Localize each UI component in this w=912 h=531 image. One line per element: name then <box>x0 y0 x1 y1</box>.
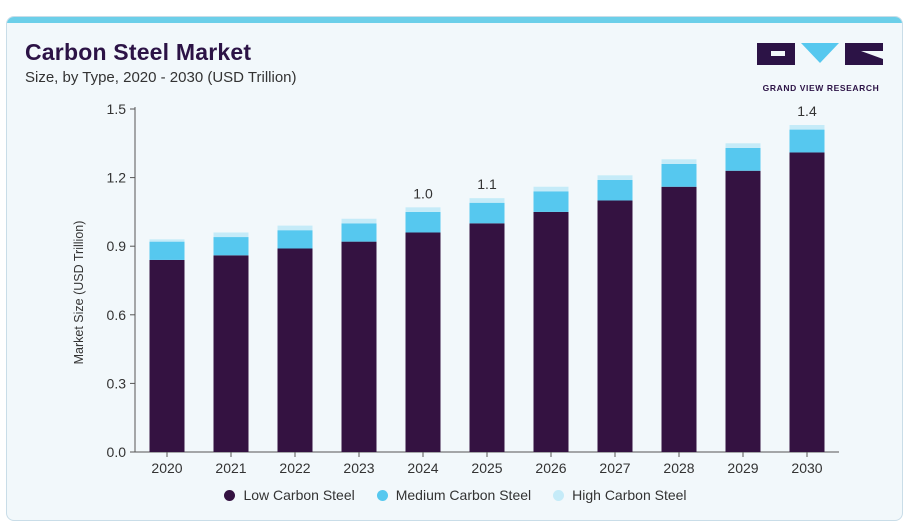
bar-medium-2022 <box>277 230 313 249</box>
legend-swatch-medium <box>376 489 388 501</box>
x-tick-label: 2029 <box>727 460 758 476</box>
y-tick-label: 1.5 <box>107 101 127 117</box>
bar-medium-2028 <box>661 163 697 187</box>
data-label: 1.1 <box>477 176 497 192</box>
bar-high-2027 <box>597 175 633 180</box>
legend-label-high: High Carbon Steel <box>572 487 687 503</box>
y-tick-label: 0.6 <box>107 307 127 323</box>
bar-medium-2029 <box>725 147 761 171</box>
data-label: 1.0 <box>413 185 433 201</box>
y-tick-label: 0.3 <box>107 375 127 391</box>
bar-medium-2024 <box>405 211 441 233</box>
x-tick-label: 2023 <box>343 460 374 476</box>
bar-medium-2030 <box>789 129 825 153</box>
y-tick-label: 0.9 <box>107 238 127 254</box>
bar-high-2023 <box>341 218 377 224</box>
logo-triangle <box>801 43 839 63</box>
chart-legend: Low Carbon Steel Medium Carbon Steel Hig… <box>7 487 902 503</box>
legend-label-low: Low Carbon Steel <box>243 487 355 503</box>
legend-item-medium: Medium Carbon Steel <box>376 487 532 503</box>
legend-swatch-low <box>224 489 236 501</box>
bar-high-2022 <box>277 225 313 231</box>
bar-low-2021 <box>213 255 249 452</box>
x-tick-label: 2026 <box>535 460 566 476</box>
bar-high-2026 <box>533 186 569 192</box>
x-tick-label: 2020 <box>151 460 182 476</box>
legend-label-medium: Medium Carbon Steel <box>395 487 532 503</box>
x-tick-label: 2027 <box>599 460 630 476</box>
logo-notch-right <box>861 51 883 59</box>
bar-medium-2023 <box>341 223 377 242</box>
bar-high-2025 <box>469 198 505 203</box>
chart-card: Carbon Steel Market Size, by Type, 2020 … <box>6 16 903 521</box>
bar-high-2028 <box>661 159 697 164</box>
bar-low-2026 <box>533 211 569 452</box>
legend-swatch-high <box>553 489 565 501</box>
bar-low-2022 <box>277 248 313 452</box>
bar-medium-2026 <box>533 191 569 212</box>
bar-medium-2020 <box>149 241 185 260</box>
chart-title: Carbon Steel Market <box>25 39 252 65</box>
x-tick-label: 2028 <box>663 460 694 476</box>
accent-bar <box>7 17 902 23</box>
bar-low-2030 <box>789 152 825 453</box>
bar-low-2028 <box>661 186 697 452</box>
bar-low-2020 <box>149 259 185 452</box>
x-tick-label: 2030 <box>791 460 822 476</box>
bar-low-2025 <box>469 223 505 452</box>
logo-block-right <box>845 43 883 65</box>
bar-low-2027 <box>597 200 633 452</box>
x-tick-label: 2025 <box>471 460 502 476</box>
grand-view-research-logo: GRAND VIEW RESEARCH <box>757 41 885 93</box>
bar-high-2021 <box>213 232 249 238</box>
bar-high-2020 <box>149 239 185 242</box>
legend-item-high: High Carbon Steel <box>553 487 687 503</box>
stacked-bar-chart: 0.0 0.3 0.6 0.9 1.2 1.5 Market Size (USD Trill… <box>72 101 839 476</box>
data-label: 1.4 <box>797 103 817 119</box>
legend-item-low: Low Carbon Steel <box>224 487 355 503</box>
bar-high-2024 <box>405 207 441 212</box>
logo-text: GRAND VIEW RESEARCH <box>762 83 880 93</box>
y-axis-title: Market Size (USD Trillion) <box>72 221 86 365</box>
bar-high-2030 <box>789 125 825 130</box>
bar-medium-2021 <box>213 237 249 256</box>
bar-low-2024 <box>405 232 441 452</box>
bar-low-2023 <box>341 241 377 452</box>
y-tick-label: 1.2 <box>107 170 127 186</box>
chart-subtitle: Size, by Type, 2020 - 2030 (USD Trillion… <box>25 69 297 86</box>
x-tick-label: 2022 <box>279 460 310 476</box>
bar-low-2029 <box>725 170 761 453</box>
bar-medium-2027 <box>597 179 633 201</box>
x-tick-label: 2024 <box>407 460 438 476</box>
logo-mark-icon <box>757 43 883 65</box>
bar-medium-2025 <box>469 202 505 224</box>
bar-high-2029 <box>725 143 761 148</box>
y-tick-label: 0.0 <box>107 444 127 460</box>
x-tick-label: 2021 <box>215 460 246 476</box>
logo-notch-left <box>771 51 785 56</box>
